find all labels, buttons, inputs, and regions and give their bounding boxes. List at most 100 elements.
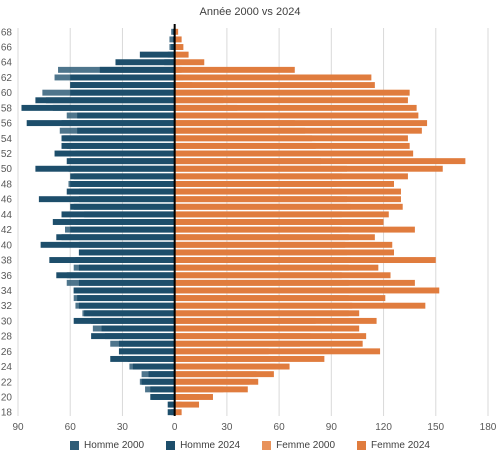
bar-homme-2024-59 [35, 97, 175, 104]
bar-homme-2024-23 [148, 371, 175, 378]
axes: 90 60 30 0 30 60 90 120 150 180 18 20 22 24 26 28 30 32 34… [1, 24, 497, 433]
y-tick-label: 66 [1, 43, 13, 54]
bar-homme-2024-53 [61, 142, 175, 149]
bar-homme-2024-19 [167, 401, 175, 408]
bar-femme-2024-32 [174, 302, 426, 309]
bar-femme-2024-60 [174, 89, 410, 96]
bar-femme-2024-68 [174, 28, 179, 35]
bar-femme-2024-33 [174, 295, 386, 302]
bar-femme-2024-61 [174, 82, 375, 89]
bar-femme-2024-48 [174, 180, 394, 187]
bar-homme-2024-64 [115, 59, 175, 66]
bar-homme-2024-31 [84, 310, 175, 317]
bar-homme-2024-60 [70, 89, 175, 96]
bar-homme-2024-46 [38, 196, 175, 203]
x-tick-label: 120 [375, 422, 392, 433]
bar-homme-2024-37 [78, 264, 175, 271]
bar-femme-2024-34 [174, 287, 440, 294]
y-tick-label: 44 [1, 210, 13, 221]
bar-femme-2024-43 [174, 219, 384, 225]
y-tick-label: 32 [1, 301, 13, 312]
bar-femme-2024-24 [174, 363, 290, 370]
y-tick-label: 52 [1, 149, 13, 160]
bar-femme-2024-30 [174, 317, 377, 324]
y-tick-label: 46 [1, 195, 13, 206]
y-tick-label: 18 [1, 408, 13, 419]
bar-femme-2024-54 [174, 135, 408, 142]
y-tick-label: 22 [1, 377, 13, 388]
bar-homme-2024-44 [61, 211, 175, 218]
bar-homme-2024-61 [70, 82, 175, 89]
bar-femme-2024-41 [174, 234, 375, 241]
bar-femme-2024-55 [174, 127, 422, 134]
legend-label-femme-2000: Femme 2000 [276, 440, 336, 451]
y-tick-label: 42 [1, 225, 13, 236]
y-tick-label: 38 [1, 256, 13, 267]
bar-femme-2024-50 [174, 165, 443, 172]
bar-homme-2024-22 [141, 378, 175, 385]
bar-femme-2024-25 [174, 355, 325, 362]
bar-femme-2024-45 [174, 203, 403, 210]
bar-femme-2024-27 [174, 340, 363, 347]
bar-homme-2024-35 [78, 279, 175, 286]
bar-femme-2024-29 [174, 325, 360, 332]
bar-homme-2024-52 [54, 150, 175, 157]
bar-femme-2024-39 [174, 249, 394, 256]
bar-homme-2024-47 [66, 188, 175, 195]
bar-homme-2024-39 [78, 249, 175, 256]
bar-homme-2024-55 [77, 127, 175, 134]
bar-homme-2024-54 [61, 135, 175, 142]
x-tick-label: 90 [326, 422, 338, 433]
x-tick-label: 180 [480, 422, 497, 433]
bar-femme-2024-38 [174, 257, 436, 264]
bar-femme-2024-19 [174, 401, 200, 408]
bar-femme-2024-62 [174, 74, 372, 81]
x-tick-label: 30 [117, 422, 129, 433]
bar-homme-2024-45 [70, 203, 175, 210]
bar-homme-2024-30 [73, 317, 175, 324]
legend-swatch-femme-2000 [262, 441, 272, 450]
legend-item-homme-2024: Homme 2024 [166, 440, 240, 451]
y-tick-label: 34 [1, 286, 13, 297]
bar-femme-2024-22 [174, 378, 259, 385]
bar-homme-2000-67 [169, 36, 175, 43]
y-tick-label: 62 [1, 73, 13, 84]
bar-femme-2024-26 [174, 348, 381, 355]
y-tick-label: 20 [1, 392, 13, 403]
bar-femme-2024-40 [174, 241, 393, 248]
legend-swatch-homme-2000 [70, 441, 80, 450]
bar-homme-2024-62 [70, 74, 175, 81]
y-tick-label: 28 [1, 332, 13, 343]
bar-homme-2024-66 [171, 44, 175, 50]
bar-homme-2024-41 [56, 234, 175, 241]
y-tick-label: 56 [1, 119, 13, 130]
y-tick-label: 30 [1, 316, 13, 327]
y-tick-label: 60 [1, 88, 13, 99]
bar-femme-2024-18 [174, 409, 182, 416]
bar-femme-2024-44 [174, 211, 389, 218]
bar-femme-2024-47 [174, 188, 401, 195]
bar-homme-2024-26 [118, 348, 175, 355]
bar-femme-2024-42 [174, 226, 415, 233]
bar-femme-2024-56 [174, 120, 428, 127]
bar-femme-2024-37 [174, 264, 379, 271]
bar-femme-2024-58 [174, 104, 417, 111]
bar-homme-2024-43 [52, 219, 175, 225]
bar-homme-2024-51 [66, 158, 175, 165]
bar-homme-2024-63 [99, 66, 175, 73]
bar-homme-2024-65 [139, 51, 175, 58]
y-tick-label: 54 [1, 134, 13, 145]
x-tick-label: 150 [427, 422, 444, 433]
bar-homme-2024-33 [77, 295, 175, 302]
x-tick-label: 0 [172, 422, 178, 433]
legend-item-femme-2000: Femme 2000 [262, 440, 335, 451]
bar-femme-2024-35 [174, 279, 415, 286]
bar-homme-2024-21 [150, 386, 175, 393]
x-tick-label: 90 [12, 422, 24, 433]
y-tick-label: 24 [1, 362, 13, 373]
y-tick-label: 26 [1, 347, 13, 358]
bar-femme-2024-63 [174, 66, 295, 73]
y-tick-label: 64 [1, 58, 13, 69]
bar-homme-2024-56 [26, 120, 175, 127]
bar-femme-2024-46 [174, 196, 401, 203]
